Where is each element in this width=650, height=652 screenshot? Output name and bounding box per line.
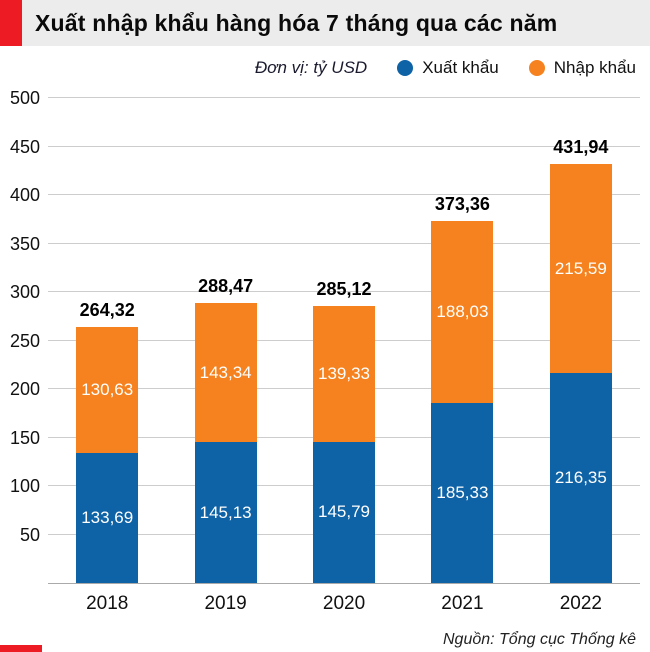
y-tick-label: 300 <box>9 282 40 302</box>
header: Xuất nhập khẩu hàng hóa 7 tháng qua các … <box>0 0 650 46</box>
bars-layer: 264,32 130,63 133,69 288,47 143,34 145,13 285,… <box>48 98 640 583</box>
red-accent-block <box>0 0 22 46</box>
export-legend-label: Xuất khẩu <box>422 58 499 77</box>
y-tick-label: 350 <box>9 233 40 254</box>
import-segment: 143,34 <box>194 303 257 443</box>
gridline <box>48 291 640 292</box>
bar-group-2022: 431,94 215,59 216,35 <box>522 98 640 583</box>
bar-group-2020: 285,12 139,33 145,79 <box>285 98 403 583</box>
import-segment: 188,03 <box>431 220 494 404</box>
y-tick-label: 500 <box>9 88 40 108</box>
bar-group-2018: 264,32 130,63 133,69 <box>48 98 166 583</box>
gridline <box>48 242 640 244</box>
import-segment: 215,59 <box>549 164 612 374</box>
bar-total-label: 431,94 <box>553 137 609 158</box>
export-segment: 216,35 <box>549 373 612 583</box>
bar-group-2021: 373,36 188,03 185,33 <box>403 98 521 583</box>
x-axis-label: 2021 <box>441 593 484 614</box>
unit-label: Đơn vị: tỷ USD <box>254 58 368 77</box>
gridline <box>48 145 640 147</box>
import-segment: 130,63 <box>76 326 139 454</box>
gridline <box>48 194 640 195</box>
y-tick-label: 400 <box>9 185 40 205</box>
gridline <box>48 97 640 98</box>
export-segment: 145,79 <box>313 441 376 583</box>
export-segment: 145,13 <box>194 442 257 583</box>
x-axis-labels: 2018 2019 2020 2021 2022 <box>48 584 640 615</box>
import-legend-label: Nhập khẩu <box>553 58 636 77</box>
import-legend-dot-icon <box>528 60 545 76</box>
x-axis-label: 2019 <box>204 593 247 614</box>
x-axis-label: 2020 <box>322 593 366 614</box>
y-tick-label: 150 <box>9 427 40 448</box>
y-axis: 50 100 150 200 250 300 350 400 450 500 <box>0 88 48 583</box>
export-legend-dot-icon <box>397 60 414 76</box>
source-credit: Nguồn: Tổng cục Thống kê <box>442 631 636 648</box>
x-axis-label: 2018 <box>86 593 129 614</box>
bottom-red-accent <box>0 645 42 652</box>
bar-total-label: 373,36 <box>434 193 490 214</box>
legend-item-export: Xuất khẩu <box>397 58 499 78</box>
bar-group-2019: 288,47 143,34 145,13 <box>166 98 284 583</box>
y-tick-label: 100 <box>9 476 40 496</box>
chart: 50 100 150 200 250 300 350 400 450 500 264,32 130,… <box>0 84 650 584</box>
legend-item-import: Nhập khẩu <box>528 58 636 78</box>
bar-total-label: 285,12 <box>316 279 372 300</box>
bar-total-label: 264,32 <box>79 299 135 320</box>
x-axis-label: 2022 <box>559 593 602 614</box>
legend-row: Đơn vị: tỷ USD Xuất khẩu Nhập khẩu <box>0 46 650 84</box>
plot-area: 264,32 130,63 133,69 288,47 143,34 145,13 285,… <box>48 97 640 584</box>
y-tick-label: 450 <box>9 136 40 157</box>
page-title: Xuất nhập khẩu hàng hóa 7 tháng qua các … <box>35 9 558 36</box>
import-segment: 139,33 <box>313 306 376 442</box>
y-tick-label: 50 <box>19 524 40 545</box>
bar-total-label: 288,47 <box>198 276 254 297</box>
export-segment: 185,33 <box>431 403 494 583</box>
x-axis: 2018 2019 2020 2021 2022 <box>0 584 650 615</box>
x-axis-spacer <box>0 584 48 615</box>
y-tick-label: 200 <box>9 379 40 399</box>
y-tick-label: 250 <box>9 330 40 351</box>
export-segment: 133,69 <box>76 453 139 583</box>
